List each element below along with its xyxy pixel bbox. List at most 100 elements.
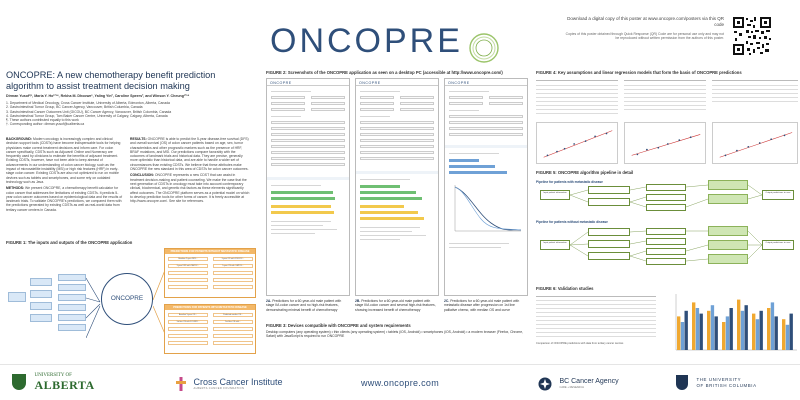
screenshot-2a: ONCOPRE — [266, 78, 350, 296]
cci-sub: ALBERTA CANCER FOUNDATION — [193, 387, 245, 391]
affiliation-item: 4. Gastrointestinal Tumor Group, Tom Bak… — [6, 113, 168, 118]
chart-bar — [725, 316, 730, 350]
methods-label: METHODS: — [6, 186, 25, 191]
output-item: Predicted median OS… — [213, 313, 253, 318]
oncopre-engine: ONCOPRE — [101, 273, 153, 325]
caption-2c: 2C. Predictions for a 60-year-old male p… — [444, 299, 528, 312]
pipeline-result — [708, 254, 748, 264]
ubc-wordmark: THE UNIVERSITY OF BRITISH COLUMBIA — [696, 377, 756, 388]
screenshot-2c: ONCOPRE — [444, 78, 528, 296]
figure-1: FIGURE 1: The inputs and outputs of the … — [6, 240, 256, 362]
figure-5: FIGURE 5: ONCOPRE algorithm pipeline in … — [536, 170, 798, 282]
output-item — [213, 285, 253, 290]
chart-bar — [710, 305, 715, 350]
chart-bar — [699, 313, 703, 350]
output-node: Output predictions to user — [762, 240, 794, 250]
ubc-logo[interactable]: THE UNIVERSITY OF BRITISH COLUMBIA — [676, 374, 757, 392]
figure-1-title: FIGURE 1: The inputs and outputs of the … — [6, 240, 133, 245]
chart-bar — [722, 322, 726, 350]
pipeline-result — [708, 194, 748, 204]
ua-bottom: ALBERTA — [34, 378, 95, 392]
pipeline-result — [708, 180, 748, 190]
download-note: Download a digital copy of this poster a… — [567, 16, 724, 27]
chart-bar — [692, 302, 696, 350]
figure-6: FIGURE 6: Validation studies Comparison … — [536, 286, 798, 362]
input-arrows — [86, 277, 101, 338]
chart-bar — [729, 308, 733, 350]
output-item — [213, 341, 253, 346]
input-box — [58, 324, 86, 331]
regression-plot — [536, 122, 618, 164]
affiliations: 1. Department of Medical Oncology, Cross… — [6, 101, 256, 127]
figure-2: FIGURE 2: Screenshots of the ONCOPRE app… — [266, 70, 528, 372]
output-item: 2nd-line OS with… — [213, 320, 253, 325]
caption-label: 2A. — [266, 299, 272, 303]
caption-text: Predictions for a 60-year-old male patie… — [266, 299, 342, 312]
validation-bar-chart — [675, 294, 797, 351]
qr-code-icon[interactable] — [732, 16, 772, 56]
results-section: RESULTS: ONCOPRE is able to predict the … — [130, 137, 250, 171]
regression-plot — [624, 122, 706, 164]
chart-bar — [737, 299, 741, 350]
copy-notice: Copies of this poster obtained through Q… — [565, 32, 724, 41]
input-box — [58, 284, 86, 291]
app-header: ONCOPRE — [267, 79, 349, 86]
footer: UNIVERSITY OF ALBERTA Cross Cancer Insti… — [0, 364, 800, 400]
output-item — [168, 341, 208, 346]
pipeline-result — [708, 240, 748, 250]
figure-6-title: FIGURE 6: Validation studies — [536, 286, 594, 291]
chart-bar — [755, 319, 760, 350]
output-item: 5-year OS with CAPOX… — [213, 264, 253, 269]
logo-ring-icon — [469, 33, 500, 63]
results-text: ONCOPRE is able to predict the 5-year di… — [130, 137, 249, 172]
bc-cancer-agency-logo[interactable]: BC Cancer Agency CARE + RESEARCH — [538, 375, 619, 393]
app-header: ONCOPRE — [445, 79, 527, 86]
input-node: Input patient information — [540, 240, 570, 250]
cross-cancer-institute-logo[interactable]: Cross Cancer Institute ALBERTA CANCER FO… — [176, 375, 283, 393]
output-item: 5-year OS with FOLFOX… — [213, 257, 253, 262]
university-of-alberta-logo[interactable]: UNIVERSITY OF ALBERTA — [12, 373, 95, 391]
chart-bar — [770, 302, 775, 350]
alberta-shield-icon — [12, 374, 26, 390]
app-logo: ONCOPRE — [270, 80, 292, 85]
background-label: BACKGROUND: — [6, 137, 32, 141]
output-item — [168, 327, 208, 332]
caption-label: 2C. — [444, 299, 450, 303]
caption-label: 2B. — [355, 299, 361, 303]
pipeline-step — [646, 194, 686, 201]
background-text: Modern oncology is increasingly complex … — [6, 137, 121, 184]
validation-note: Comparison of ONCOPRE predictions with d… — [536, 342, 624, 345]
figure-4: FIGURE 4: Key assumptions and linear reg… — [536, 70, 798, 166]
bcca-wordmark: BC Cancer Agency CARE + RESEARCH — [559, 378, 618, 389]
assumptions-table — [536, 78, 618, 118]
website-link[interactable]: www.oncopre.com — [360, 378, 440, 388]
background-section: BACKGROUND: Modern oncology is increasin… — [6, 137, 124, 184]
conclusion-section: CONCLUSION: ONCOPRE represents a new CDS… — [130, 173, 250, 203]
cci-name: Cross Cancer Institute — [193, 377, 283, 388]
output-item: 5-year DFS with CAPOX… — [168, 264, 208, 269]
figure-3-text: Desktop computers (any operating system)… — [266, 330, 524, 339]
ua-wordmark: UNIVERSITY OF ALBERTA — [34, 373, 94, 391]
output-item: 1st-line OS with FOLFIRI… — [168, 320, 208, 325]
input-box — [30, 314, 52, 322]
caption-text: Predictions for a 60-year-old male patie… — [444, 299, 520, 312]
ubc-line2: OF BRITISH COLUMBIA — [696, 382, 757, 388]
author-list: Dirman Yusof¹ʲ³, Maria Y. Ho¹²³⁴, Rekha … — [6, 94, 190, 98]
chart-bar — [774, 316, 778, 350]
pipeline-step — [646, 238, 686, 245]
output-node: Output predictions to user — [762, 190, 794, 200]
chart-bar — [714, 316, 718, 350]
chart-bar — [677, 316, 681, 350]
pipeline-step — [588, 186, 630, 194]
conclusion-text: ONCOPRE represents a new CDST that can a… — [130, 173, 250, 204]
text-column-right: RESULTS: ONCOPRE is able to predict the … — [130, 137, 250, 203]
pipeline-nonmetastatic-heading: Pipeline for patients without metastatic… — [536, 220, 608, 224]
pipeline-step — [646, 184, 686, 191]
input-node: Input patient information — [540, 190, 570, 200]
output-item — [213, 278, 253, 283]
affiliation-item: †. Corresponding author: dirman.yusof@ua… — [6, 122, 85, 127]
pipeline-step — [588, 198, 630, 206]
pipeline-step — [588, 240, 630, 248]
regression-plot — [712, 122, 798, 164]
affiliation-item: 1. Department of Medical Oncology, Cross… — [6, 101, 170, 105]
